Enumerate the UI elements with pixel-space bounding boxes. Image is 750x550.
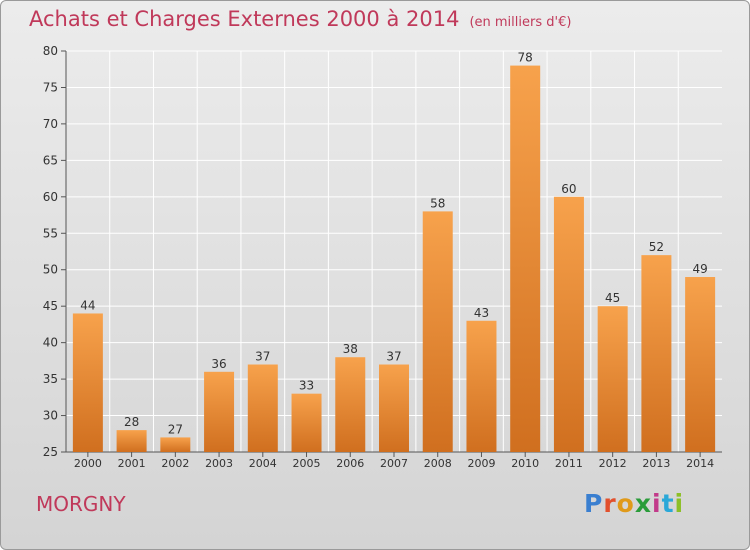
y-tick-label: 40 bbox=[43, 336, 58, 350]
x-tick-label: 2010 bbox=[511, 457, 539, 470]
logo-letter: r bbox=[603, 489, 617, 518]
y-tick-label: 70 bbox=[43, 117, 58, 131]
x-tick-label: 2001 bbox=[118, 457, 146, 470]
bars bbox=[72, 65, 716, 452]
bar bbox=[204, 371, 235, 452]
x-tick-label: 2007 bbox=[380, 457, 408, 470]
data-labels: 44 28 27 36 37 33 38 37 58 43 78 60 45 52 49 bbox=[80, 51, 708, 437]
x-tick-label: 2013 bbox=[642, 457, 670, 470]
bar bbox=[291, 393, 322, 452]
y-tick-label: 30 bbox=[43, 409, 58, 423]
axes: 25 30 35 40 45 50 55 60 65 70 75 80 2000 2001 2002 2003… bbox=[43, 44, 722, 470]
bar bbox=[160, 437, 191, 452]
y-tick-label: 35 bbox=[43, 372, 58, 386]
data-label: 60 bbox=[561, 182, 576, 196]
x-tick-label: 2008 bbox=[424, 457, 452, 470]
x-tick-label: 2004 bbox=[249, 457, 277, 470]
bar bbox=[72, 313, 103, 452]
x-tick-label: 2014 bbox=[686, 457, 714, 470]
data-label: 45 bbox=[605, 291, 620, 305]
chart-title: Achats et Charges Externes 2000 à 2014 (e… bbox=[29, 7, 571, 31]
y-tick-label: 65 bbox=[43, 153, 58, 167]
y-tick-label: 25 bbox=[43, 445, 58, 459]
data-label: 52 bbox=[649, 240, 664, 254]
logo-letter: i bbox=[674, 489, 685, 518]
bar bbox=[685, 277, 716, 452]
data-label: 37 bbox=[255, 350, 270, 364]
x-tick-label: 2000 bbox=[74, 457, 102, 470]
data-label: 33 bbox=[299, 379, 314, 393]
data-label: 44 bbox=[80, 298, 95, 312]
y-tick-label: 60 bbox=[43, 190, 58, 204]
x-tick-label: 2011 bbox=[555, 457, 583, 470]
data-label: 58 bbox=[430, 196, 445, 210]
data-label: 36 bbox=[211, 357, 226, 371]
logo-letter: P bbox=[584, 489, 604, 518]
x-tick-label: 2012 bbox=[599, 457, 627, 470]
bar bbox=[510, 65, 541, 452]
data-label: 49 bbox=[692, 262, 707, 276]
y-tick-label: 80 bbox=[43, 44, 58, 58]
logo-letter: o bbox=[616, 489, 635, 518]
chart-subtitle: (en milliers d'€) bbox=[469, 15, 572, 30]
bar bbox=[116, 430, 147, 452]
data-label: 43 bbox=[474, 306, 489, 320]
x-tick-label: 2005 bbox=[293, 457, 321, 470]
proxiti-logo[interactable]: Proxiti bbox=[584, 489, 684, 518]
x-tick-label: 2006 bbox=[336, 457, 364, 470]
x-tick-label: 2002 bbox=[161, 457, 189, 470]
logo-letter: x bbox=[634, 489, 652, 518]
bar bbox=[379, 364, 409, 452]
y-tick-label: 45 bbox=[43, 299, 58, 313]
data-label: 78 bbox=[518, 51, 533, 65]
bar bbox=[466, 320, 497, 452]
data-label: 37 bbox=[386, 350, 401, 364]
bar bbox=[641, 255, 672, 452]
bar bbox=[422, 211, 453, 452]
data-label: 38 bbox=[343, 342, 358, 356]
bar bbox=[335, 357, 366, 452]
bar bbox=[553, 196, 584, 452]
bar bbox=[597, 306, 628, 452]
data-label: 28 bbox=[124, 415, 139, 429]
commune-name: MORGNY bbox=[36, 492, 126, 516]
x-tick-label: 2009 bbox=[467, 457, 495, 470]
y-tick-label: 55 bbox=[43, 226, 58, 240]
data-label: 27 bbox=[168, 422, 183, 436]
logo-letter: t bbox=[661, 489, 675, 518]
y-tick-label: 50 bbox=[43, 263, 58, 277]
x-tick-label: 2003 bbox=[205, 457, 233, 470]
logo-letter: i bbox=[652, 489, 662, 518]
bar bbox=[247, 364, 278, 452]
y-tick-label: 75 bbox=[43, 80, 58, 94]
chart-title-text: Achats et Charges Externes 2000 à 2014 bbox=[29, 7, 460, 31]
